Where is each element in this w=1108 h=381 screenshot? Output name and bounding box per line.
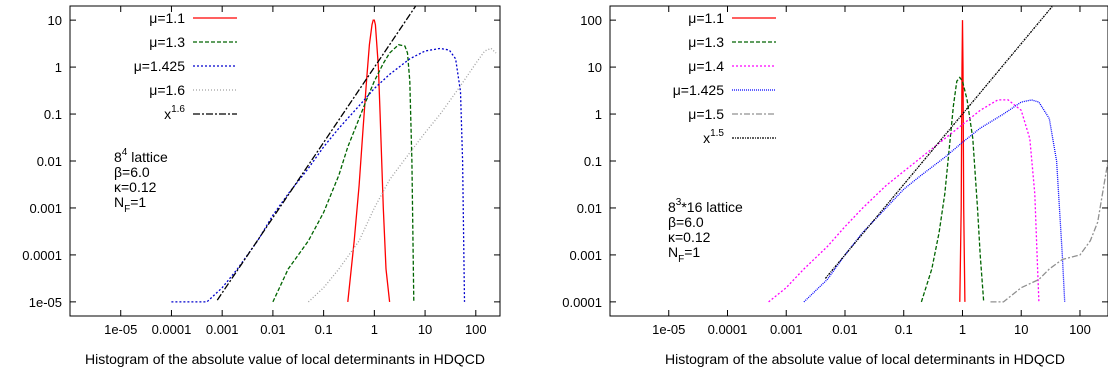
chart-right-y-tick-label: 0.01 [577,201,602,216]
chart-right-series-group [768,6,1108,303]
chart-left-y-tick-label: 1e-05 [29,295,62,310]
chart-left-legend-label: x1.6 [164,104,185,122]
chart-right-x-tick-label: 0.01 [832,322,857,337]
chart-right-y-tick-label: 0.1 [584,154,602,169]
chart-left-series-2-line [272,43,415,303]
chart-left-y-tick-label: 10 [48,13,62,28]
chart-right-x-tick-label: 100 [1069,322,1091,337]
chart-right-legend-label: x1.5 [703,128,724,146]
chart-left-y-tick-label: 0.0001 [22,248,62,263]
chart-right-annotation: NF=1 [668,244,700,265]
chart-right-legend-label: μ=1.4 [688,58,724,74]
chart-right-annotation: β=6.0 [668,214,704,230]
chart-right-x-tick-label: 0.1 [895,322,913,337]
chart-right-series-2-line [920,76,985,303]
chart-left-series-4-line [307,47,497,303]
chart-left-legend-label: μ=1.425 [134,58,185,74]
chart-left-annotation: β=6.0 [114,164,150,180]
chart-right-y-tick-label: 1 [595,107,602,122]
chart-left-series-3-line [171,47,466,303]
chart-right-x-tick-label: 1e-05 [652,322,685,337]
chart-left-x-tick-label: 0.0001 [152,322,192,337]
chart-right-x-axis-label: Histogram of the absolute value of local… [665,351,1065,367]
chart-left-annotation: κ=0.12 [114,179,157,195]
chart-left-y-tick-label: 1 [55,60,62,75]
chart-left-y-tick-label: 0.001 [29,201,62,216]
chart-left-x-tick-label: 0.001 [206,322,239,337]
chart-left-x-tick-label: 10 [418,322,432,337]
chart-right-y-tick-label: 10 [588,60,602,75]
chart-left-annotation: NF=1 [114,194,146,215]
chart-left-series-5-line [216,6,417,301]
chart-left-y-tick-label: 0.1 [44,107,62,122]
chart-right: 1e-05 0.0001 0.001 0.01 0.1 1 10 100 0.0001 0.001… [562,5,1108,367]
chart-right-series-1-line [959,20,966,302]
chart-right-legend-label: μ=1.1 [688,10,724,26]
chart-right-x-tick-label: 1 [959,322,966,337]
chart-right-y-tick-label: 100 [580,13,602,28]
chart-right-legend-label: μ=1.5 [688,106,724,122]
chart-left-legend-label: μ=1.6 [149,82,185,98]
chart-left: 1e-05 0.0001 0.001 0.01 0.1 1 10 100 1e-05 0.0001… [22,5,501,367]
chart-right-series-5-line [990,160,1108,303]
chart-right-x-tick-label: 0.001 [770,322,803,337]
chart-left-legend-label: μ=1.1 [149,10,185,26]
chart-right-series-6-line [824,6,1054,279]
chart-right-x-tick-label: 10 [1014,322,1028,337]
chart-right-annotation: 83*16 lattice [668,197,743,215]
chart-right-legend-label: μ=1.425 [673,82,724,98]
chart-left-annotation: 84 lattice [114,147,168,165]
chart-right-legend-label: μ=1.3 [688,34,724,50]
chart-left-series-1-line [347,19,391,302]
chart-left-legend-label: μ=1.3 [149,34,185,50]
chart-left-x-tick-label: 1e-05 [104,322,137,337]
chart-right-plot-frame [609,5,1108,317]
chart-right-annotation: κ=0.12 [668,229,711,245]
chart-right-x-tick-label: 0.0001 [708,322,748,337]
chart-left-x-tick-label: 100 [465,322,487,337]
chart-left-x-tick-label: 0.01 [260,322,285,337]
chart-right-series-4-line [803,99,1066,303]
chart-left-x-axis-label: Histogram of the absolute value of local… [85,351,485,367]
chart-right-y-tick-label: 0.0001 [562,295,602,310]
chart-left-x-tick-label: 0.1 [315,322,333,337]
chart-left-y-tick-label: 0.01 [37,154,62,169]
chart-left-series-group [171,6,497,303]
chart-right-y-tick-label: 0.001 [569,248,602,263]
chart-right-series-3-line [768,99,1040,303]
chart-left-x-tick-label: 1 [371,322,378,337]
